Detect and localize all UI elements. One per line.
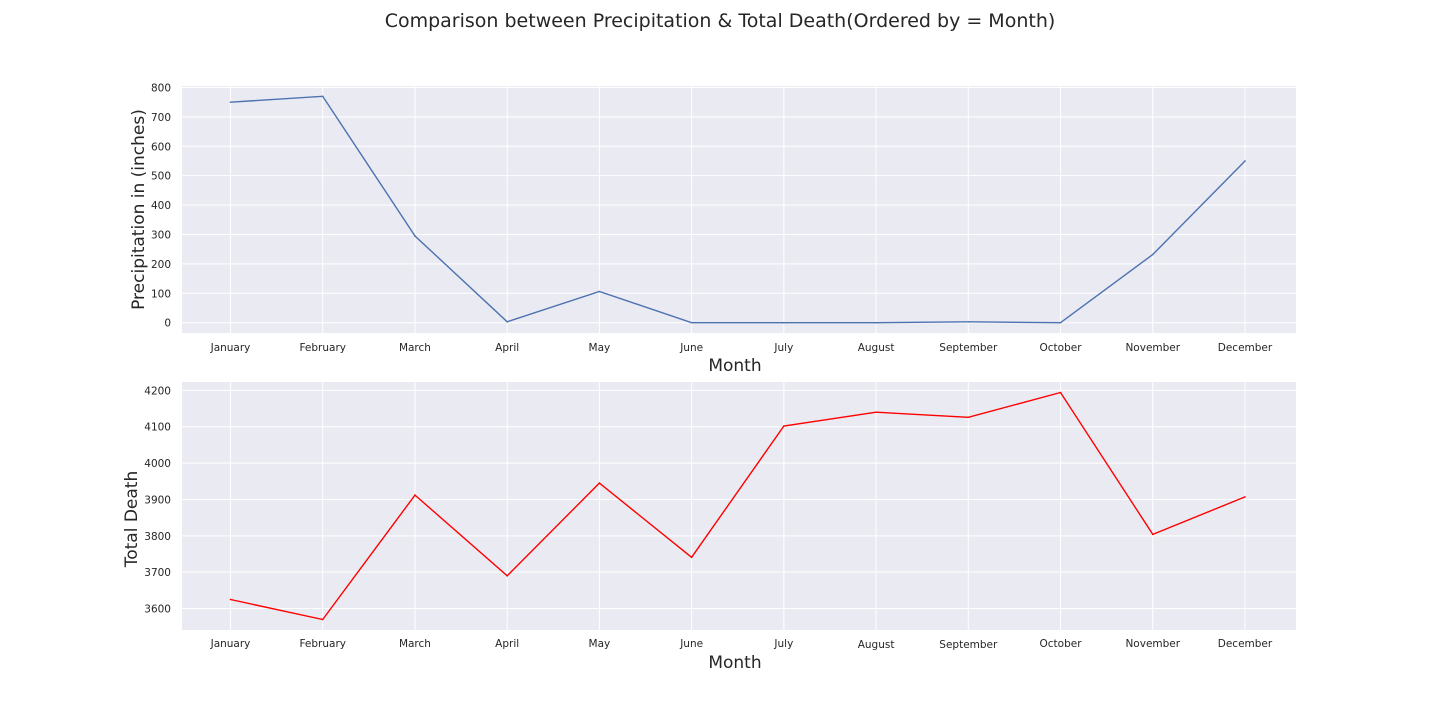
x-tick-label: November [1125, 342, 1180, 354]
x-tick-label: February [299, 342, 346, 354]
data-point [506, 321, 508, 323]
data-point [783, 425, 785, 427]
x-tick-label: February [299, 638, 346, 650]
x-tick-label: April [495, 342, 519, 354]
data-point [967, 416, 970, 419]
data-point [783, 321, 785, 324]
x-tick-label: August [858, 639, 895, 651]
y-tick-label: 200 [151, 259, 171, 271]
data-point [690, 321, 693, 324]
plot-area [182, 382, 1296, 630]
data-point [1244, 160, 1246, 162]
data-point [967, 321, 970, 323]
data-point [598, 482, 601, 484]
y-tick-label: 100 [151, 288, 171, 300]
y-tick-label: 4200 [144, 385, 171, 397]
x-tick-label: September [939, 342, 998, 354]
data-point [321, 618, 324, 621]
data-point [598, 290, 601, 293]
x-tick-label: March [399, 342, 431, 354]
y-tick-label: 3700 [144, 567, 171, 579]
x-tick-label: July [773, 638, 793, 650]
y-tick-label: 3600 [144, 604, 171, 616]
data-point [321, 95, 324, 98]
x-tick-label: May [589, 342, 611, 354]
data-point [875, 411, 877, 413]
x-tick-label: March [399, 638, 431, 650]
y-tick-label: 600 [151, 141, 171, 153]
x-tick-label: October [1040, 638, 1083, 650]
y-tick-label: 3900 [144, 494, 171, 506]
chart-panel-2: 3600 3700 3800 3900 4000 4100 4200 January Febru… [122, 382, 1296, 673]
x-tick-label: May [589, 638, 611, 650]
y-tick-label: 400 [151, 200, 171, 212]
data-point [1244, 496, 1246, 498]
y-tick-label: 800 [151, 82, 171, 94]
data-point [229, 101, 232, 103]
y-tick-label: 300 [151, 229, 171, 241]
x-axis-title: Month [708, 356, 761, 376]
x-axis-title: Month [708, 653, 761, 673]
x-tick-label: August [858, 342, 895, 354]
x-tick-label: December [1218, 638, 1273, 650]
data-point [229, 598, 232, 601]
series-line [230, 391, 1246, 621]
data-point [414, 235, 416, 237]
y-tick-label: 0 [164, 318, 171, 330]
data-point [875, 321, 877, 324]
x-tick-label: October [1040, 342, 1083, 354]
data-point [506, 575, 508, 577]
data-point [1151, 533, 1154, 536]
data-point [1151, 253, 1154, 256]
chart-panel-1: 0 100 200 300 400 500 600 700 800 January February… [129, 82, 1296, 376]
y-axis-title: Total Death [122, 471, 142, 569]
x-tick-label: June [679, 342, 703, 354]
y-tick-label: 4000 [144, 458, 171, 470]
x-tick-label: September [939, 639, 998, 651]
x-tick-label: January [210, 342, 251, 354]
data-point [690, 556, 693, 559]
y-tick-label: 500 [151, 171, 171, 183]
x-tick-label: January [210, 638, 251, 650]
series-line [230, 95, 1246, 324]
y-axis-title: Precipitation in (inches) [129, 109, 149, 310]
x-tick-label: November [1125, 638, 1180, 650]
y-tick-label: 3800 [144, 531, 171, 543]
x-tick-label: July [773, 342, 793, 354]
plot-area [182, 86, 1296, 333]
x-tick-label: December [1218, 342, 1273, 354]
x-tick-label: April [495, 638, 519, 650]
figure-title: Comparison between Precipitation & Total… [384, 10, 1056, 32]
data-point [414, 494, 416, 496]
y-tick-label: 700 [151, 112, 171, 124]
data-point [1059, 321, 1062, 324]
y-tick-label: 4100 [144, 422, 171, 434]
x-tick-label: June [679, 638, 703, 650]
data-point [1059, 391, 1062, 394]
